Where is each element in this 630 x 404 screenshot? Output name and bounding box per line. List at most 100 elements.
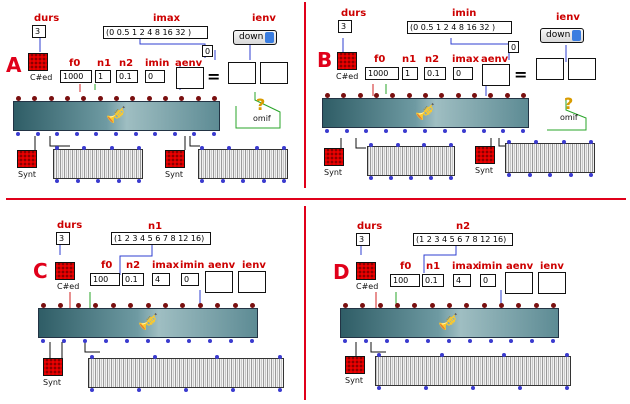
outlet-dot[interactable] [518, 386, 522, 390]
sound-waveform[interactable] [88, 358, 284, 388]
inlet-dot[interactable] [41, 303, 46, 308]
outlet-dot[interactable] [250, 339, 254, 343]
outlet-dot[interactable] [530, 339, 535, 343]
param-value-box-1[interactable]: 1 [402, 67, 418, 80]
inlet-dot[interactable] [488, 93, 494, 98]
synt-icon-2[interactable] [475, 146, 495, 164]
list-value-box[interactable]: (1 2 3 4 5 6 7 8 12 16) [413, 233, 513, 246]
outlet-dot[interactable] [364, 129, 369, 133]
outlet-dot[interactable] [208, 339, 213, 343]
param-value-box-0[interactable]: 1000 [60, 70, 92, 83]
outlet-dot[interactable] [90, 388, 94, 392]
outlet-dot[interactable] [439, 353, 444, 357]
inlet-dot[interactable] [464, 303, 470, 308]
list-value-box[interactable]: (0 0.5 1 2 4 8 16 32 ) [103, 26, 208, 39]
chord-editor-icon[interactable] [356, 262, 376, 280]
inlet-dot[interactable] [195, 96, 201, 101]
synt-icon[interactable] [345, 356, 365, 374]
outlet-dot[interactable] [55, 146, 59, 150]
outlet-dot[interactable] [369, 143, 373, 147]
synt-icon[interactable] [43, 358, 63, 376]
outlet-dot[interactable] [565, 386, 569, 390]
outlet-dot[interactable] [61, 339, 66, 343]
outlet-dot[interactable] [227, 146, 232, 150]
durs-value-box[interactable]: 3 [356, 233, 370, 246]
inlet-dot[interactable] [374, 93, 379, 98]
outlet-dot[interactable] [507, 140, 511, 144]
list-value-box[interactable]: (0 0.5 1 2 4 8 16 32 ) [407, 21, 512, 34]
param-value-box-2[interactable]: 4 [152, 273, 170, 286]
param-value-box-0[interactable]: 100 [390, 274, 420, 287]
outlet-dot[interactable] [589, 140, 593, 144]
inlet-dot[interactable] [93, 303, 99, 308]
inlet-dot[interactable] [406, 93, 412, 98]
outlet-dot[interactable] [116, 179, 121, 183]
outlet-dot[interactable] [422, 143, 427, 147]
outlet-dot[interactable] [488, 339, 493, 343]
outlet-dot[interactable] [377, 386, 381, 390]
ienv-breakpoint-editor-2[interactable] [260, 62, 288, 84]
sound-waveform-2[interactable] [198, 149, 288, 179]
param-value-box-3[interactable]: 0 [145, 70, 165, 83]
inlet-dot[interactable] [250, 303, 255, 308]
outlet-dot[interactable] [278, 388, 282, 392]
inlet-dot[interactable] [533, 303, 539, 308]
outlet-dot[interactable] [467, 339, 472, 343]
inlet-dot[interactable] [146, 96, 152, 101]
inlet-dot[interactable] [58, 303, 64, 308]
outlet-dot[interactable] [521, 129, 525, 133]
outlet-dot[interactable] [55, 132, 60, 136]
outlet-dot[interactable] [442, 129, 447, 133]
outlet-dot[interactable] [481, 129, 486, 133]
outlet-dot[interactable] [200, 179, 204, 183]
inlet-dot[interactable] [377, 303, 383, 308]
inlet-dot[interactable] [163, 96, 168, 101]
small-value-box[interactable]: 0 [508, 41, 519, 53]
outlet-dot[interactable] [137, 179, 141, 183]
outlet-dot[interactable] [137, 146, 141, 150]
outlet-dot[interactable] [449, 143, 453, 147]
outlet-dot[interactable] [90, 355, 94, 359]
inlet-dot[interactable] [504, 93, 510, 98]
outlet-dot[interactable] [137, 388, 141, 392]
outlet-dot[interactable] [471, 386, 475, 390]
inlet-dot[interactable] [180, 303, 186, 308]
inlet-dot[interactable] [343, 303, 348, 308]
outlet-dot[interactable] [261, 179, 266, 183]
outlet-dot[interactable] [282, 146, 286, 150]
outlet-dot[interactable] [363, 339, 368, 343]
outlet-dot[interactable] [172, 132, 177, 136]
inlet-dot[interactable] [128, 303, 134, 308]
outlet-dot[interactable] [527, 173, 532, 177]
sound-waveform[interactable] [367, 146, 455, 176]
param-value-box-3[interactable]: 0 [480, 274, 496, 287]
outlet-dot[interactable] [82, 146, 87, 150]
outlet-dot[interactable] [278, 355, 282, 359]
ienv-breakpoint-editor[interactable] [238, 271, 266, 293]
outlet-dot[interactable] [114, 132, 118, 136]
inlet-dot[interactable] [429, 303, 435, 308]
outlet-dot[interactable] [212, 132, 216, 136]
aenv-breakpoint-editor[interactable] [482, 64, 510, 86]
synt-icon[interactable] [324, 148, 344, 166]
inlet-dot[interactable] [439, 93, 445, 98]
inlet-dot[interactable] [423, 93, 428, 98]
fm-synth-object[interactable] [322, 98, 529, 128]
outlet-dot[interactable] [343, 339, 347, 343]
inlet-dot[interactable] [32, 96, 38, 101]
outlet-dot[interactable] [384, 339, 389, 343]
inlet-dot[interactable] [447, 303, 452, 308]
outlet-dot[interactable] [282, 179, 286, 183]
inlet-dot[interactable] [48, 96, 54, 101]
outlet-dot[interactable] [82, 339, 87, 343]
synt-icon-2[interactable] [165, 150, 185, 168]
inlet-dot[interactable] [197, 303, 203, 308]
outlet-dot[interactable] [548, 173, 552, 177]
outlet-dot[interactable] [229, 339, 234, 343]
durs-value-box[interactable]: 3 [338, 20, 352, 33]
outlet-dot[interactable] [153, 132, 158, 136]
outlet-dot[interactable] [551, 339, 555, 343]
direction-dropdown[interactable]: down [540, 28, 584, 43]
list-value-box[interactable]: (1 2 3 4 5 6 7 8 12 16) [111, 232, 211, 245]
inlet-dot[interactable] [162, 303, 168, 308]
